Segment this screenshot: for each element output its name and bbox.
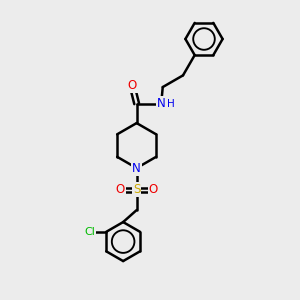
Text: N: N [157, 97, 166, 110]
Text: O: O [128, 79, 137, 92]
Text: N: N [132, 162, 141, 175]
Text: Cl: Cl [84, 227, 95, 237]
Text: O: O [116, 183, 125, 196]
Text: O: O [148, 183, 158, 196]
Text: H: H [167, 99, 175, 109]
Text: S: S [133, 183, 140, 196]
